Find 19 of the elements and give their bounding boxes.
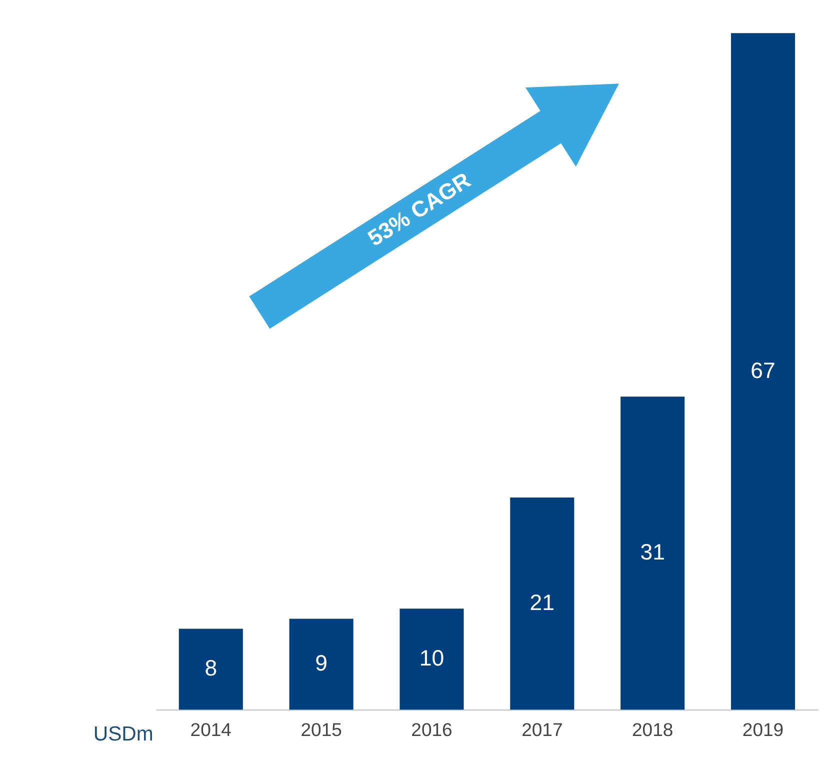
bar bbox=[620, 396, 685, 710]
data-label: 9 bbox=[315, 650, 328, 676]
bar bbox=[510, 498, 574, 710]
bar bbox=[400, 608, 464, 710]
data-label: 8 bbox=[204, 656, 218, 681]
data-label: 10 bbox=[419, 646, 444, 671]
x-tick-label: 2018 bbox=[632, 718, 674, 740]
y-axis-title: USDm bbox=[93, 724, 154, 746]
bar bbox=[178, 628, 243, 710]
data-label: 31 bbox=[640, 540, 665, 565]
x-tick-label: 2014 bbox=[190, 718, 232, 740]
bar bbox=[730, 33, 796, 710]
x-tick-label: 2015 bbox=[300, 718, 342, 740]
x-tick-label: 2019 bbox=[742, 718, 784, 740]
x-tick-label: 2016 bbox=[411, 718, 452, 740]
data-label: 21 bbox=[530, 590, 555, 616]
x-tick-label: 2017 bbox=[522, 718, 563, 740]
data-label: 67 bbox=[750, 358, 776, 383]
bar bbox=[289, 618, 354, 710]
